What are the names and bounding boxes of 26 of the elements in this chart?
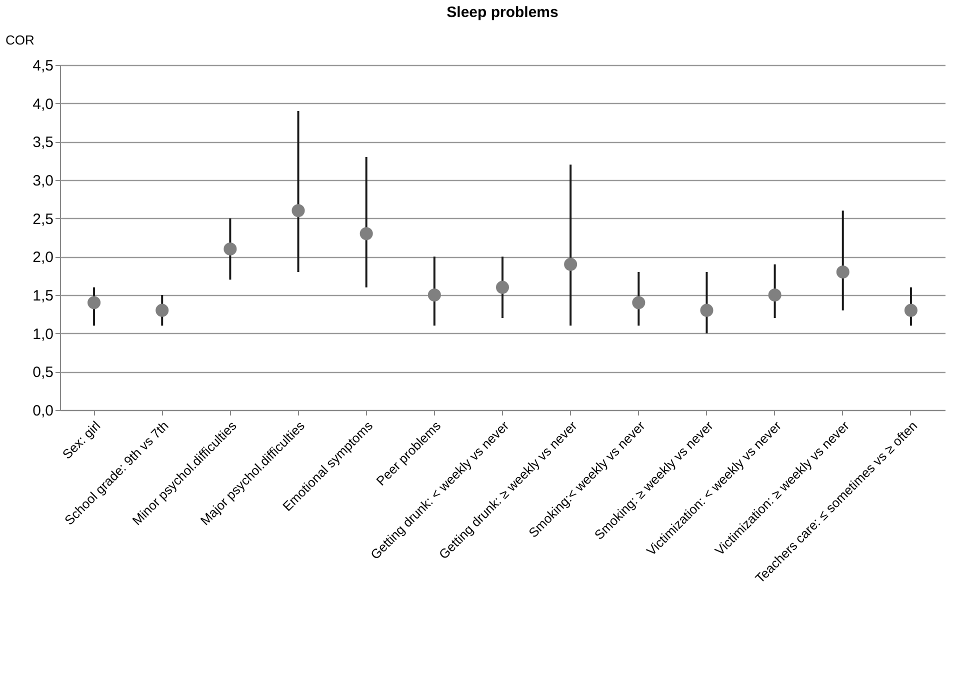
y-tick-label: 3,5 <box>32 134 54 152</box>
y-tick-label: 2,0 <box>32 249 54 266</box>
point <box>224 242 237 256</box>
point <box>156 304 169 317</box>
point <box>88 296 101 310</box>
point <box>700 304 714 317</box>
y-tick-label: 1,0 <box>32 326 54 343</box>
point <box>836 265 850 279</box>
point <box>360 227 373 240</box>
point <box>564 258 578 271</box>
y-tick-label: 3,0 <box>32 172 54 190</box>
point <box>904 304 918 317</box>
y-axis-title: COR <box>6 32 34 48</box>
point <box>496 280 510 294</box>
y-tick-label: 1,5 <box>32 288 54 304</box>
y-tick-label: 0,0 <box>32 402 54 420</box>
y-tick-label: 4,5 <box>32 58 54 74</box>
point <box>292 204 305 218</box>
y-tick-label: 0,5 <box>32 364 54 382</box>
x-tick-label: Sex: girl <box>59 418 104 462</box>
point <box>428 288 441 302</box>
point <box>632 296 646 310</box>
point <box>768 288 782 302</box>
chart-title: Sleep problems <box>446 4 558 21</box>
y-tick-label: 4,0 <box>32 96 54 113</box>
y-tick-label: 2,5 <box>32 210 54 228</box>
